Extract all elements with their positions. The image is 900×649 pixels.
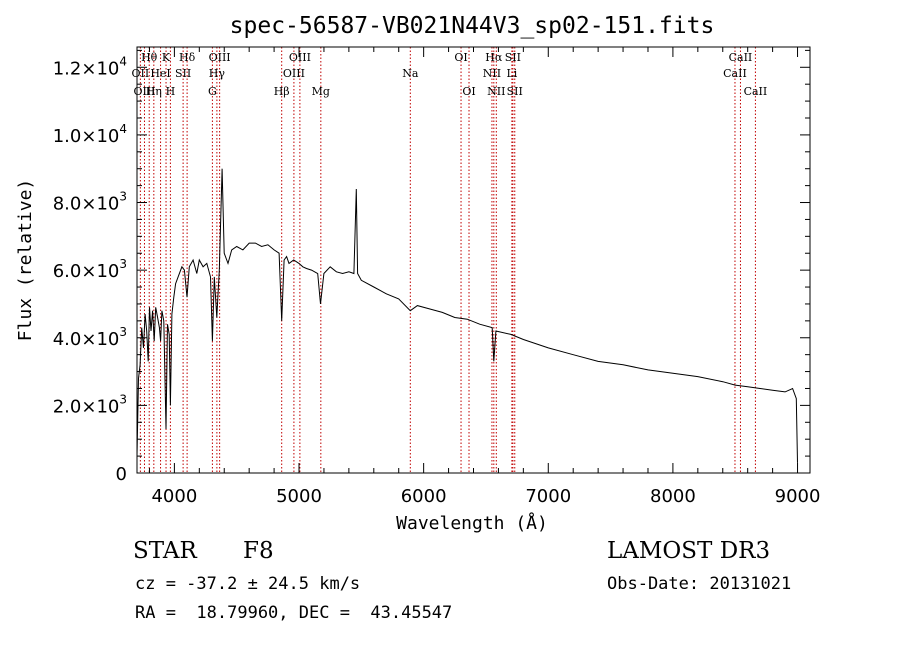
line-label: Li [506,67,517,80]
line-label: OIII [283,67,305,80]
class-label: STAR [133,538,197,564]
y-tick-mantissa: 1.0×10 [53,126,120,147]
y-tick-exponent: 3 [119,392,127,406]
line-label: SII [175,67,191,80]
spectrum-line [136,168,798,463]
line-marker-group [139,47,756,473]
coords-text: RA = 18.79960, DEC = 43.45547 [135,603,453,623]
line-label: OIII [289,51,311,64]
line-label: Mg [312,85,330,98]
y-tick-label: 1.0×104 [53,122,127,147]
y-tick-mantissa: 0 [116,464,127,485]
line-label: Hγ [209,67,226,80]
y-tick-mantissa: 4.0×10 [53,329,120,350]
line-label: OII [132,67,150,80]
x-tick-label: 7000 [525,486,571,507]
y-tick-mantissa: 2.0×10 [53,396,120,417]
y-tick-mantissa: 1.2×10 [53,58,120,79]
x-tick-label: 6000 [401,486,447,507]
y-tick-label: 0 [116,464,127,485]
redshift-text: cz = -37.2 ± 24.5 km/s [135,574,361,594]
y-tick-exponent: 4 [119,54,127,68]
y-tick-label: 2.0×103 [53,392,127,417]
y-tick-mantissa: 6.0×10 [53,261,120,282]
y-tick-label: 8.0×103 [53,190,127,215]
x-axis: 4000 5000 6000 7000 8000 9000 [148,47,821,507]
y-tick-label: 6.0×103 [53,257,127,282]
plot-frame [136,46,811,474]
line-label: SII [507,85,523,98]
line-label: Hδ [179,51,196,64]
line-label: CaII [729,51,753,64]
y-axis-label: Flux (relative) [15,179,36,342]
y-tick-label: 4.0×103 [53,325,127,350]
line-label: Hβ [274,85,290,98]
subclass-label: F8 [243,538,274,564]
line-label: K [162,51,171,64]
x-tick-label: 4000 [151,486,197,507]
x-tick-label: 8000 [650,486,696,507]
chart-title: spec-56587-VB021N44V3_sp02-151.fits [230,13,715,39]
obs-date-text: Obs-Date: 20131021 [607,574,792,594]
y-tick-mantissa: 8.0×10 [53,194,120,215]
line-label: Hθ [141,51,158,64]
survey-label: LAMOST DR3 [607,538,771,564]
line-label: SII [505,51,521,64]
line-label: CaII [744,85,768,98]
line-label: OI [462,85,475,98]
y-tick-label: 1.2×104 [53,54,127,79]
y-tick-exponent: 3 [119,257,127,271]
line-label: Na [402,67,419,80]
line-label: OI [454,51,467,64]
line-label: NII [483,67,501,80]
line-label: OIII [209,51,231,64]
y-axis: 02.0×1034.0×1036.0×1038.0×1031.0×1041.2×… [53,49,810,485]
line-label: Hα [485,51,503,64]
line-label: CaII [723,67,747,80]
y-tick-exponent: 3 [119,325,127,339]
x-axis-label: Wavelength (Å) [396,512,548,534]
line-label: Hη [146,85,162,98]
line-label: NII [487,85,505,98]
x-tick-label: 5000 [276,486,322,507]
x-tick-label: 9000 [775,486,821,507]
line-label: G [208,85,217,98]
y-tick-exponent: 3 [119,190,127,204]
line-label: OIII [133,85,155,98]
line-label: HeI [150,67,170,80]
line-label: H [166,85,176,98]
y-tick-exponent: 4 [119,122,127,136]
